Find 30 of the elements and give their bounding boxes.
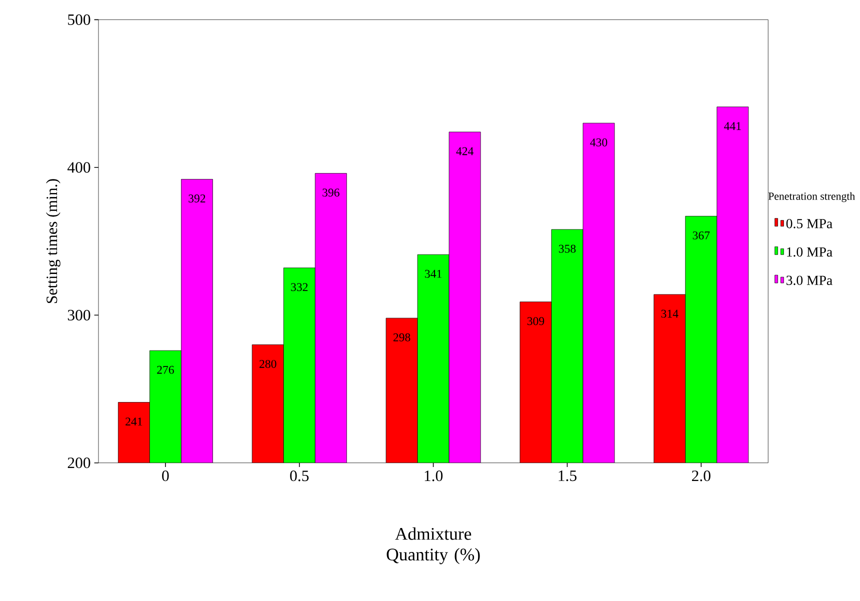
data-label: 341 — [425, 270, 442, 278]
y-tick-label: 200 — [68, 458, 90, 468]
x-tick-label: 0 — [162, 470, 169, 482]
data-label: 430 — [590, 138, 608, 146]
x-tick-label: 1.5 — [558, 470, 576, 482]
y-tick-label: 300 — [68, 310, 90, 321]
x-tick-label: 0.5 — [290, 470, 309, 482]
y-axis-title: Setting times (min.) — [46, 179, 60, 304]
legend-title: Penetration strength — [768, 192, 855, 202]
x-tick-label: 2.0 — [692, 470, 710, 482]
data-label: 332 — [291, 283, 308, 292]
data-label: 280 — [260, 360, 276, 368]
data-label: 424 — [456, 147, 474, 156]
data-label: 276 — [157, 366, 174, 374]
legend-label: 0.5 MPa — [786, 219, 832, 228]
data-label: 241 — [126, 418, 142, 426]
y-tick-label: 400 — [67, 162, 90, 173]
data-label: 396 — [322, 188, 340, 197]
y-tick-label: 500 — [68, 14, 90, 26]
data-label: 298 — [393, 334, 410, 342]
legend-label: 1.0 MPa — [787, 247, 832, 257]
x-axis-title: Admixture Quantity (%) — [386, 528, 480, 564]
data-label: 314 — [661, 310, 678, 318]
data-label: 358 — [558, 244, 576, 253]
legend-label: 3.0 MPa — [786, 276, 832, 286]
data-label: 392 — [188, 194, 206, 203]
data-label: 309 — [527, 317, 544, 326]
data-label: 367 — [692, 232, 710, 240]
x-tick-label: 1.0 — [424, 470, 443, 482]
data-label: 441 — [724, 122, 741, 130]
